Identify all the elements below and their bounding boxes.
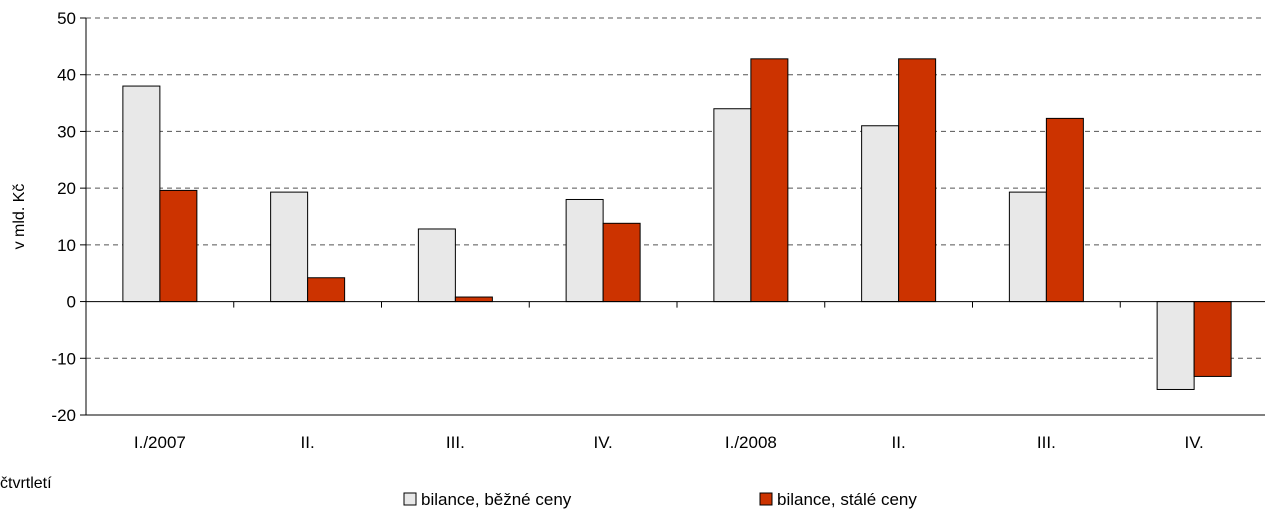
- bar-bezne-ceny: [1008, 191, 1047, 303]
- bar-stale-ceny: [159, 189, 198, 303]
- legend-swatch: [759, 492, 773, 506]
- x-tick-label: III.: [1037, 433, 1056, 452]
- bar-stale-ceny: [1045, 117, 1084, 303]
- x-tick-label: III.: [446, 433, 465, 452]
- bar-stale-ceny: [454, 296, 493, 303]
- y-tick-label: 50: [57, 9, 76, 28]
- legend-label: bilance, běžné ceny: [421, 490, 572, 509]
- bar-bezne-ceny: [270, 191, 309, 303]
- y-axis-label: v mld. Kč: [11, 184, 28, 250]
- bar-stale-ceny: [307, 277, 346, 303]
- bar-bezne-ceny: [713, 108, 752, 303]
- x-tick-label: IV.: [1185, 433, 1204, 452]
- x-tick-label: II.: [301, 433, 315, 452]
- x-tick-label: IV.: [594, 433, 613, 452]
- y-tick-label: 30: [57, 122, 76, 141]
- bar-bezne-ceny: [861, 125, 900, 303]
- y-tick-label: 40: [57, 66, 76, 85]
- y-tick-label: -20: [51, 406, 76, 425]
- y-tick-label: -10: [51, 349, 76, 368]
- y-axis-ticks: -20 -10 0 10 20 30 40 50: [51, 9, 86, 425]
- y-tick-label: 10: [57, 236, 76, 255]
- legend-label: bilance, stálé ceny: [777, 490, 917, 509]
- grid-lines: [86, 17, 1265, 416]
- bars: [122, 58, 1232, 390]
- bar-stale-ceny: [1193, 301, 1232, 377]
- legend: bilance, běžné ceny bilance, stálé ceny: [403, 490, 917, 509]
- y-tick-label: 0: [67, 293, 76, 312]
- bar-bezne-ceny: [122, 85, 161, 303]
- bar-stale-ceny: [898, 58, 937, 303]
- bar-stale-ceny: [750, 58, 789, 303]
- axes: [85, 18, 1265, 415]
- bar-bezne-ceny: [1156, 301, 1195, 390]
- x-axis-label: čtvrtletí: [0, 475, 52, 492]
- bar-bezne-ceny: [417, 228, 456, 303]
- x-tick-label: I./2008: [725, 433, 777, 452]
- x-tick-label: II.: [892, 433, 906, 452]
- legend-swatch: [403, 492, 417, 506]
- bar-stale-ceny: [602, 222, 641, 303]
- x-axis-ticks: I./2007 II. III. IV. I./2008 II. III. IV.: [134, 301, 1204, 452]
- bar-bezne-ceny: [565, 198, 604, 303]
- x-tick-label: I./2007: [134, 433, 186, 452]
- y-tick-label: 20: [57, 179, 76, 198]
